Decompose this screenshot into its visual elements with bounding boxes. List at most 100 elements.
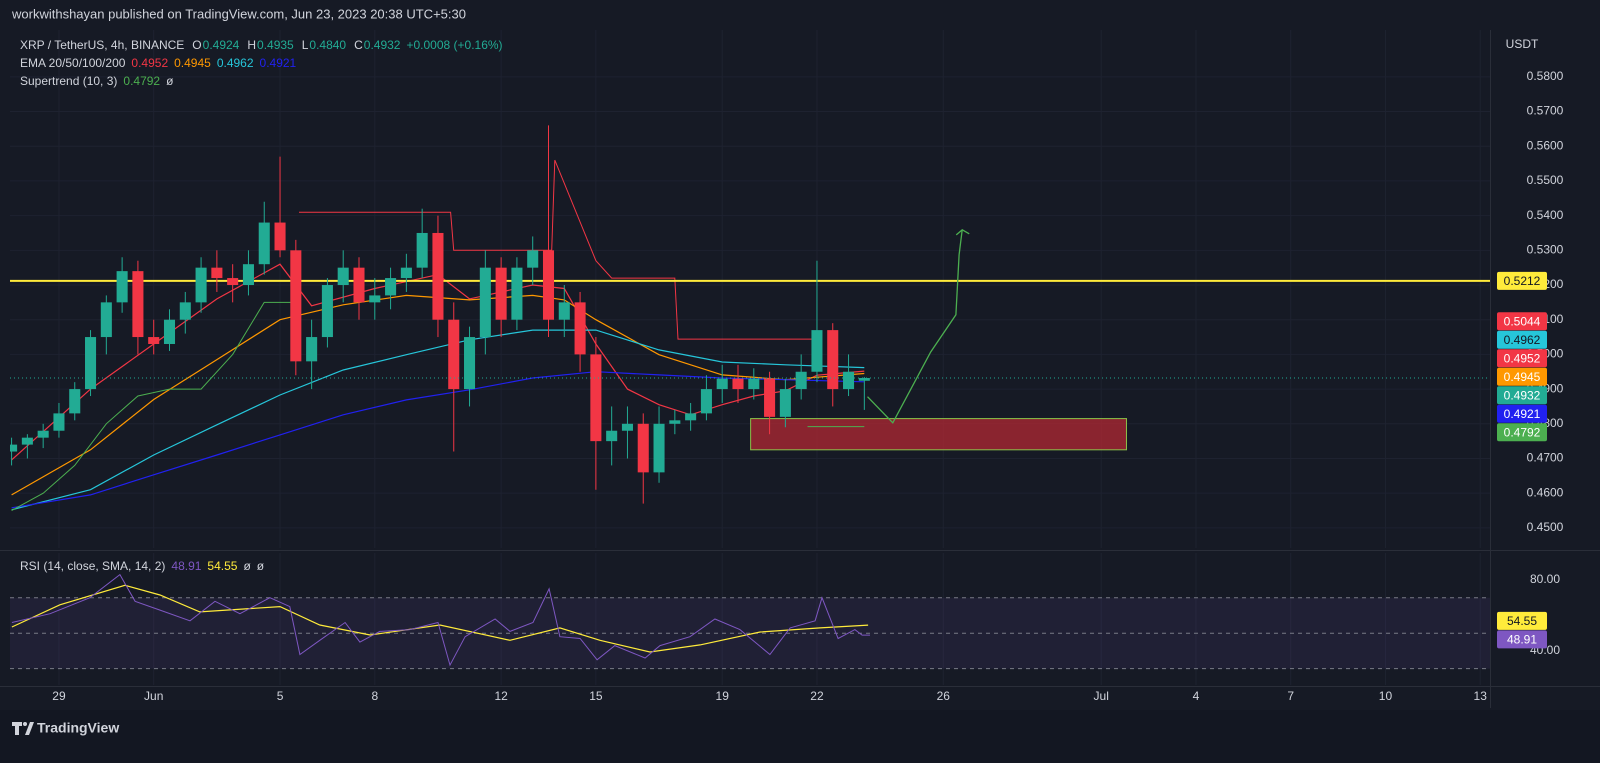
candle-body — [148, 337, 160, 344]
x-tick-label: 7 — [1287, 689, 1294, 703]
candle-body — [527, 250, 539, 268]
x-tick-label: 22 — [810, 689, 824, 703]
legend-text: C — [354, 38, 363, 52]
price-label: 0.4932 — [1504, 388, 1541, 402]
candle-body — [606, 430, 618, 442]
candle-body — [495, 267, 507, 320]
candle-body — [85, 337, 97, 390]
candle-body — [227, 278, 239, 286]
rsi-sma-line — [11, 584, 869, 653]
legend-text: 0.4921 — [260, 56, 297, 70]
ema-line — [11, 294, 865, 496]
x-tick-label: 19 — [716, 689, 730, 703]
candle-body — [416, 232, 428, 268]
candle-body — [353, 267, 365, 303]
candle-body — [637, 423, 649, 473]
legend-text: 0.4945 — [174, 56, 211, 70]
y-tick-label: 0.5500 — [1527, 173, 1564, 187]
candle-body — [843, 371, 855, 390]
candle-body — [716, 378, 728, 390]
candle-body — [369, 295, 381, 303]
candle-body — [621, 423, 633, 431]
candle-body — [400, 267, 412, 279]
supertrend-up — [11, 301, 865, 511]
y-tick-label: 0.5600 — [1527, 138, 1564, 152]
candle-body — [53, 413, 65, 431]
x-tick-label: 26 — [937, 689, 951, 703]
y-tick-label: 0.5300 — [1527, 242, 1564, 256]
legend-text: 0.4792 — [123, 74, 160, 88]
legend-text: ø — [257, 559, 265, 573]
candle-body — [242, 264, 254, 286]
candle-body — [795, 371, 807, 390]
legend-text: +0.0008 (+0.16%) — [406, 38, 502, 52]
legend-text: L — [302, 38, 309, 52]
x-tick-label: 15 — [589, 689, 603, 703]
x-tick-label: 8 — [371, 689, 378, 703]
candle-body — [195, 267, 207, 303]
rsi-line — [11, 573, 870, 667]
candle-body — [448, 319, 460, 390]
tradingview-logo — [12, 722, 34, 735]
legend-text: XRP / TetherUS, 4h, BINANCE — [20, 38, 184, 52]
legend-text: 48.91 — [171, 559, 201, 573]
x-tick-label: Jul — [1094, 689, 1109, 703]
price-label-bg — [1497, 312, 1547, 331]
candle-body — [163, 319, 176, 344]
candle-body — [274, 222, 286, 251]
candle-body — [69, 389, 81, 414]
legend-row: EMA 20/50/100/200 0.4952 0.4945 0.4962 0.492… — [20, 56, 297, 70]
candle-body — [116, 271, 128, 303]
legend-text: ø — [243, 559, 251, 573]
price-label: 0.5044 — [1504, 314, 1541, 328]
supertrend-down — [299, 159, 817, 340]
candle-body — [100, 302, 112, 338]
price-label-bg — [1497, 611, 1547, 630]
candle-body — [306, 337, 318, 362]
price-label-bg — [1497, 404, 1547, 423]
logo-dot — [23, 722, 27, 726]
candle-body — [21, 437, 33, 445]
legend-row: Supertrend (10, 3) 0.4792 ø — [20, 74, 174, 88]
candle-body — [290, 250, 302, 362]
candle-body — [732, 378, 744, 390]
y-tick-label: 0.5800 — [1527, 69, 1564, 83]
price-label: 0.4921 — [1504, 407, 1541, 421]
legend-text: H — [247, 38, 256, 52]
x-tick-label: 10 — [1379, 689, 1393, 703]
price-label: 0.4952 — [1504, 351, 1541, 365]
brand: TradingView — [37, 720, 119, 736]
candle-body — [590, 354, 602, 442]
candle-body — [827, 330, 839, 390]
legend-text: O — [192, 38, 201, 52]
candle-body — [10, 444, 18, 452]
candle-body — [764, 378, 776, 417]
legend-text: 0.4952 — [131, 56, 168, 70]
price-label-bg — [1497, 349, 1547, 368]
y-tick-label: 0.5700 — [1527, 104, 1564, 118]
legend-row: RSI (14, close, SMA, 14, 2) 48.91 54.55 ø ø — [20, 559, 265, 573]
rsi-pane — [10, 553, 1490, 685]
legend-text: EMA 20/50/100/200 — [20, 56, 126, 70]
candle-body — [337, 267, 349, 286]
ema-line — [11, 329, 865, 511]
legend-text: 54.55 — [207, 559, 237, 573]
price-label: 54.55 — [1507, 614, 1537, 628]
legend-text: Supertrend (10, 3) — [20, 74, 117, 88]
y-tick-label: 0.4500 — [1527, 520, 1564, 534]
candle-body — [542, 250, 555, 320]
price-label-bg — [1497, 423, 1547, 442]
logo-mark — [12, 722, 34, 735]
candle-body — [432, 232, 444, 320]
candle-body — [779, 389, 791, 417]
price-label: 0.5212 — [1504, 274, 1541, 288]
currency-label: USDT — [1506, 37, 1539, 51]
y-tick-label: 0.4600 — [1527, 485, 1564, 499]
candle-body — [179, 302, 191, 320]
price-label-bg — [1497, 630, 1547, 649]
support-zone — [750, 418, 1127, 451]
price-label-bg — [1497, 330, 1547, 349]
candle-body — [653, 423, 665, 473]
legend-text: 0.4840 — [309, 38, 346, 52]
